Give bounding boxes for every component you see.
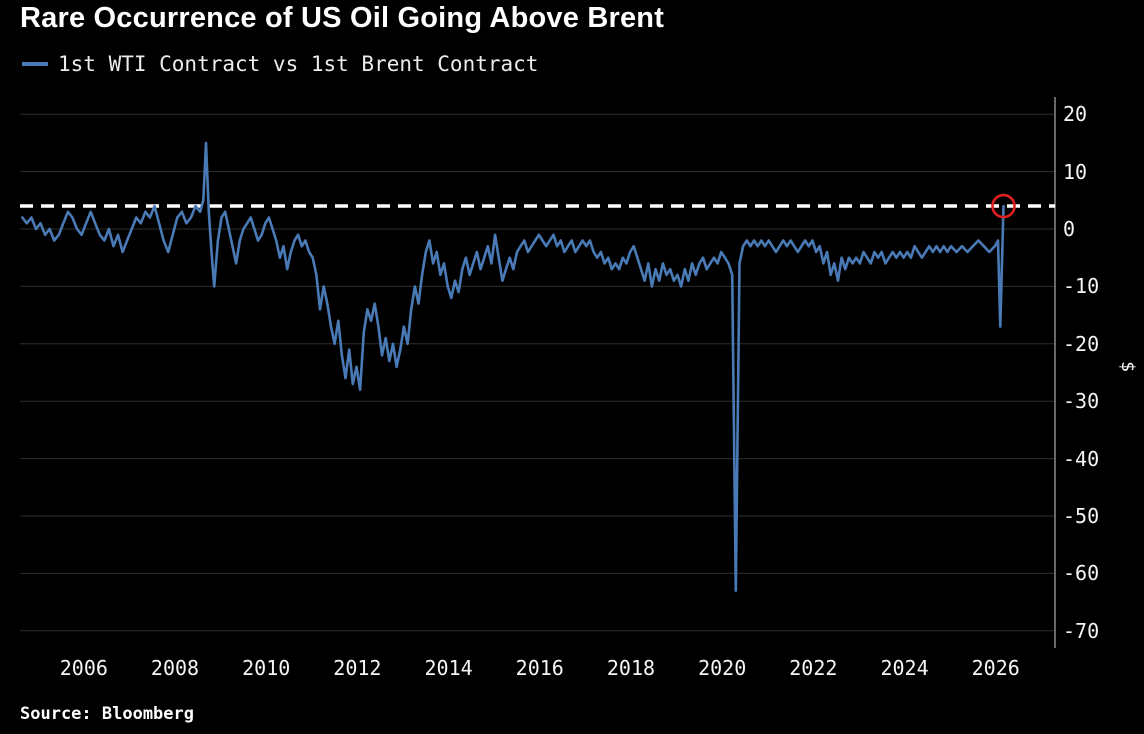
x-tick-label: 2010 <box>242 656 291 680</box>
chart-title: Rare Occurrence of US Oil Going Above Br… <box>20 2 665 34</box>
y-axis-unit-label: $ <box>1116 361 1138 372</box>
y-tick-label: -20 <box>1063 331 1100 356</box>
x-tick-label: 2022 <box>789 656 838 680</box>
y-tick-label: -30 <box>1063 389 1100 414</box>
legend: 1st WTI Contract vs 1st Brent Contract <box>22 52 538 76</box>
y-tick-label: 0 <box>1063 217 1076 241</box>
x-tick-label: 2024 <box>880 656 929 680</box>
plot-svg <box>20 97 1056 648</box>
x-tick-label: 2008 <box>150 656 200 680</box>
source-text: Source: Bloomberg <box>20 704 194 724</box>
x-tick-label: 2012 <box>333 656 382 680</box>
y-tick-label: -50 <box>1063 503 1100 528</box>
x-tick-label: 2018 <box>606 656 656 680</box>
y-tick-label: 20 <box>1063 102 1088 127</box>
x-tick-label: 2026 <box>971 656 1020 680</box>
x-tick-label: 2020 <box>698 656 747 680</box>
y-tick-label: -70 <box>1063 618 1100 643</box>
y-tick-label: -40 <box>1063 446 1100 471</box>
y-tick-label: -10 <box>1063 274 1100 299</box>
legend-label: 1st WTI Contract vs 1st Brent Contract <box>58 52 539 76</box>
x-tick-label: 2016 <box>515 656 564 680</box>
legend-line-swatch <box>22 62 48 66</box>
y-tick-label: -60 <box>1063 561 1100 586</box>
y-tick-label: 10 <box>1063 159 1088 184</box>
x-tick-label: 2006 <box>59 656 108 680</box>
x-tick-label: 2014 <box>424 656 473 680</box>
